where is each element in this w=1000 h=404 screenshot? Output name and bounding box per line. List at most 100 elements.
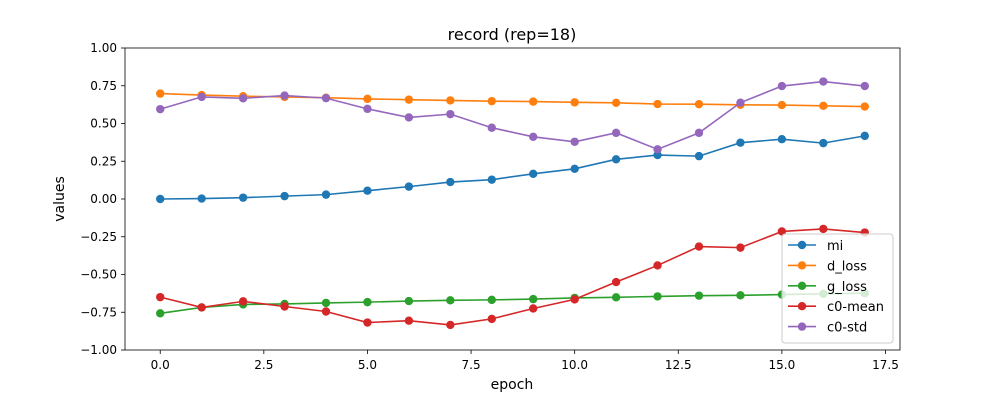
data-point-mi [611, 155, 621, 164]
data-point-c0-std [197, 92, 206, 102]
data-point-g_loss [611, 293, 621, 302]
x-tick-label: 5.0 [358, 358, 377, 372]
data-point-c0-mean [819, 224, 828, 234]
data-point-mi [653, 150, 662, 160]
data-point-d_loss [529, 97, 538, 106]
data-point-mi [736, 138, 745, 147]
y-tick-label: 0.50 [90, 117, 117, 131]
data-point-d_loss [819, 101, 828, 111]
data-point-d_loss [404, 95, 414, 104]
data-point-c0-mean [611, 277, 621, 287]
data-point-c0-std [156, 104, 165, 114]
data-point-d_loss [611, 98, 621, 108]
y-tick-label: 0.00 [90, 192, 117, 206]
legend-label: mi [827, 239, 843, 254]
data-point-c0-mean [777, 227, 787, 236]
data-point-c0-std [777, 81, 787, 91]
data-point-c0-mean [487, 314, 496, 324]
x-tick-label: 7.5 [462, 358, 481, 372]
data-point-mi [570, 164, 579, 173]
data-point-c0-std [280, 91, 289, 100]
legend-label: d_loss [827, 259, 867, 274]
data-point-mi [446, 177, 455, 187]
data-point-c0-mean [736, 243, 745, 252]
y-tick-label: 0.25 [90, 154, 117, 168]
data-point-mi [529, 169, 538, 178]
data-point-d_loss [777, 100, 787, 110]
legend-marker-g_loss [797, 281, 807, 290]
data-point-c0-std [570, 137, 579, 146]
legend-marker-d_loss [797, 261, 807, 270]
data-point-g_loss [156, 309, 165, 318]
data-point-d_loss [363, 94, 372, 104]
data-point-c0-mean [363, 318, 372, 327]
data-point-mi [404, 182, 414, 191]
y-axis-label: values [52, 176, 68, 222]
data-point-mi [321, 190, 331, 199]
data-point-c0-mean [694, 242, 704, 251]
data-point-c0-std [363, 104, 372, 114]
data-point-g_loss [487, 295, 496, 305]
data-point-c0-mean [321, 307, 331, 316]
data-point-c0-std [860, 81, 869, 91]
data-point-g_loss [321, 298, 331, 308]
data-point-c0-mean [280, 302, 289, 311]
series-line-g_loss [160, 292, 865, 315]
data-point-c0-std [238, 94, 248, 103]
data-point-g_loss [736, 291, 745, 300]
data-point-mi [363, 186, 372, 195]
data-point-c0-mean [404, 316, 414, 325]
data-point-mi [819, 138, 828, 148]
y-tick-label: 0.75 [90, 79, 117, 93]
chart-title: record (rep=18) [448, 25, 577, 44]
data-point-c0-std [694, 128, 704, 138]
x-axis-label: epoch [491, 377, 534, 393]
data-point-c0-mean [197, 303, 206, 312]
data-point-c0-mean [238, 297, 248, 306]
data-point-c0-std [736, 98, 745, 107]
data-point-d_loss [860, 102, 869, 111]
data-point-c0-std [446, 109, 455, 119]
data-point-g_loss [363, 297, 372, 307]
data-point-g_loss [529, 294, 538, 304]
data-point-g_loss [694, 291, 704, 300]
x-tick-label: 10.0 [561, 358, 588, 372]
data-point-g_loss [653, 292, 662, 301]
data-point-g_loss [404, 296, 414, 306]
x-tick-label: 12.5 [665, 358, 692, 372]
plot-area: 0.0 2.5 5.0 7.5 10.0 12.5 15.0 17.5 −1.00 −0.75 −0… [80, 41, 901, 372]
y-tick-label: −0.75 [80, 305, 117, 319]
data-point-d_loss [570, 98, 579, 107]
data-point-d_loss [653, 99, 662, 109]
legend: mi d_loss g_loss c0-mean c0-std [781, 233, 894, 344]
data-point-c0-mean [653, 261, 662, 270]
data-point-d_loss [694, 99, 704, 109]
data-point-mi [860, 131, 869, 141]
data-point-mi [156, 194, 165, 204]
data-point-c0-std [321, 93, 331, 103]
series-line-c0-std [160, 80, 865, 151]
data-point-g_loss [446, 296, 455, 305]
data-point-c0-mean [529, 304, 538, 313]
data-point-c0-mean [156, 292, 165, 302]
data-point-c0-std [819, 77, 828, 86]
data-point-c0-mean [446, 320, 455, 330]
series-line-mi [160, 135, 865, 200]
x-tick-label: 17.5 [872, 358, 899, 372]
data-point-d_loss [156, 89, 165, 98]
data-point-d_loss [446, 96, 455, 105]
data-point-mi [280, 191, 289, 201]
data-point-c0-mean [570, 295, 579, 304]
data-point-c0-std [653, 145, 662, 154]
x-tick-label: 2.5 [254, 358, 273, 372]
legend-marker-mi [797, 240, 807, 250]
data-point-c0-std [487, 123, 496, 132]
y-tick-label: −0.50 [80, 268, 117, 282]
y-tick-label: −0.25 [80, 230, 117, 244]
data-point-c0-std [529, 132, 538, 141]
legend-label: c0-std [827, 321, 867, 336]
data-point-mi [238, 193, 248, 202]
data-point-mi [694, 151, 704, 161]
data-point-mi [777, 135, 787, 144]
y-tick-label: −1.00 [80, 343, 117, 357]
